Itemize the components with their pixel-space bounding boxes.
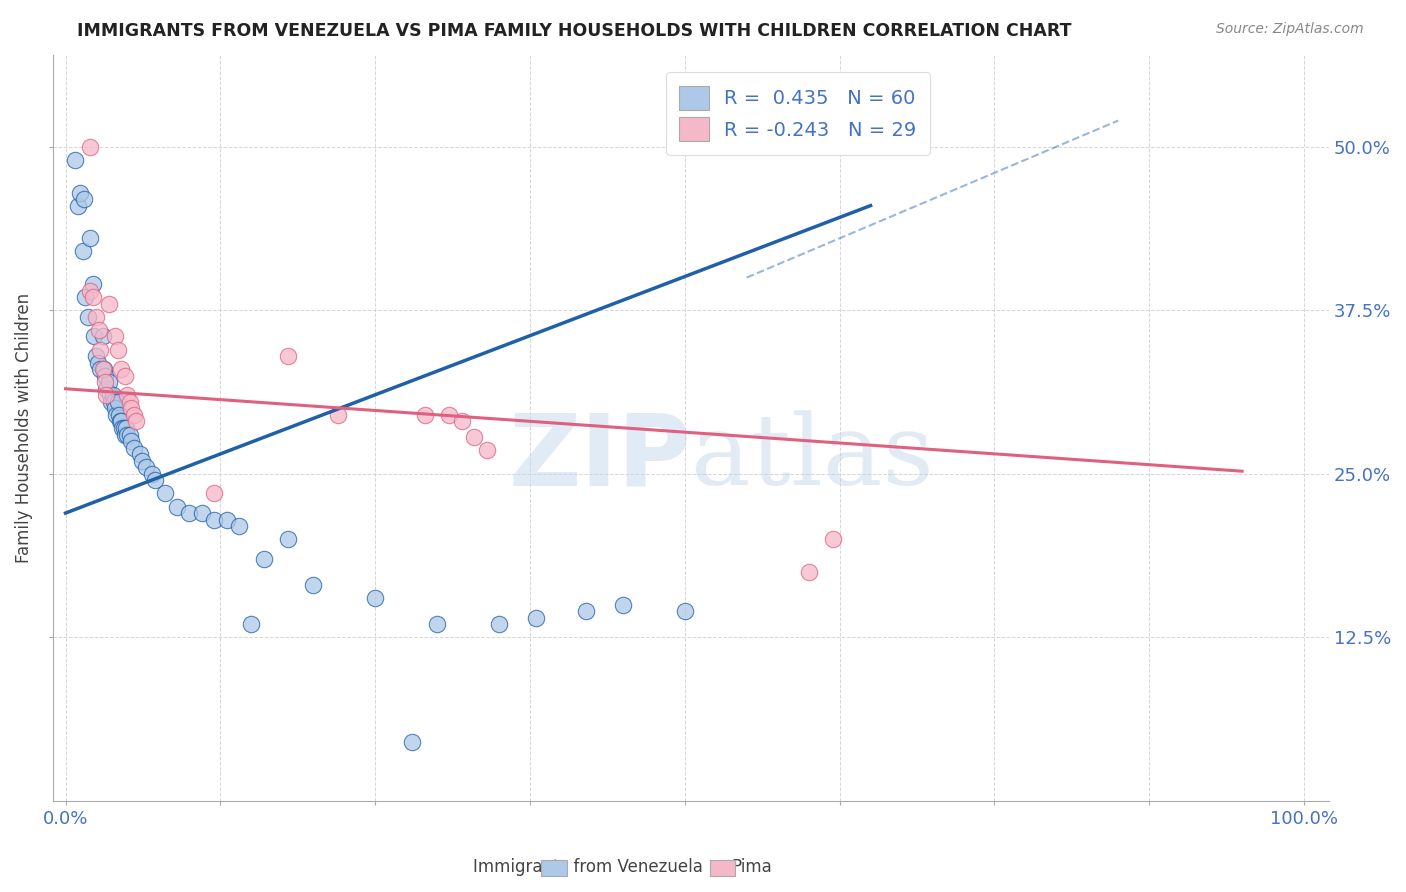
Point bbox=[91, 329, 114, 343]
Point bbox=[141, 467, 163, 481]
Legend: R =  0.435   N = 60, R = -0.243   N = 29: R = 0.435 N = 60, R = -0.243 N = 29 bbox=[666, 72, 929, 155]
Point bbox=[131, 454, 153, 468]
Point bbox=[240, 617, 263, 632]
Point bbox=[87, 323, 110, 337]
Point bbox=[104, 329, 127, 343]
Point bbox=[79, 231, 101, 245]
Y-axis label: Family Households with Children: Family Households with Children bbox=[15, 293, 32, 563]
Point bbox=[87, 356, 110, 370]
Point bbox=[107, 395, 129, 409]
Point bbox=[463, 430, 485, 444]
Point bbox=[115, 421, 138, 435]
Point bbox=[401, 735, 423, 749]
Point bbox=[120, 434, 142, 449]
Point bbox=[111, 421, 134, 435]
Point bbox=[108, 415, 131, 429]
Point bbox=[72, 244, 94, 259]
Point bbox=[125, 415, 148, 429]
Point bbox=[426, 617, 449, 632]
Point bbox=[128, 447, 150, 461]
Point bbox=[277, 533, 299, 547]
Point bbox=[104, 401, 127, 416]
Text: IMMIGRANTS FROM VENEZUELA VS PIMA FAMILY HOUSEHOLDS WITH CHILDREN CORRELATION CH: IMMIGRANTS FROM VENEZUELA VS PIMA FAMILY… bbox=[77, 22, 1071, 40]
Point bbox=[302, 578, 325, 592]
Text: atlas: atlas bbox=[690, 410, 934, 506]
Point bbox=[107, 408, 129, 422]
Point bbox=[75, 290, 97, 304]
Point bbox=[364, 591, 387, 606]
Point bbox=[101, 388, 124, 402]
Point bbox=[98, 388, 121, 402]
Point bbox=[122, 408, 145, 422]
Point bbox=[488, 617, 510, 632]
Point bbox=[91, 362, 114, 376]
Point bbox=[179, 506, 201, 520]
Point bbox=[114, 368, 136, 383]
Point bbox=[76, 310, 98, 324]
Point bbox=[86, 310, 108, 324]
Point bbox=[66, 198, 89, 212]
Text: ZIP: ZIP bbox=[508, 409, 690, 507]
Point bbox=[475, 443, 498, 458]
Text: Pima: Pima bbox=[731, 858, 772, 876]
Point bbox=[190, 506, 212, 520]
Point bbox=[69, 186, 91, 200]
Point bbox=[93, 362, 115, 376]
Text: Source: ZipAtlas.com: Source: ZipAtlas.com bbox=[1216, 22, 1364, 37]
Point bbox=[326, 408, 349, 422]
Point bbox=[575, 604, 598, 618]
Point bbox=[120, 401, 142, 416]
Point bbox=[122, 441, 145, 455]
Point bbox=[105, 408, 128, 422]
Point bbox=[228, 519, 250, 533]
Point bbox=[79, 284, 101, 298]
Point bbox=[100, 395, 122, 409]
Text: Immigrants from Venezuela: Immigrants from Venezuela bbox=[474, 858, 703, 876]
Point bbox=[103, 395, 125, 409]
Point bbox=[117, 427, 139, 442]
Point bbox=[215, 513, 238, 527]
Point bbox=[673, 604, 696, 618]
Point bbox=[96, 388, 118, 402]
Point bbox=[94, 376, 117, 390]
Point bbox=[82, 290, 104, 304]
Point bbox=[524, 611, 547, 625]
Point bbox=[797, 565, 820, 579]
Point bbox=[118, 427, 141, 442]
Point bbox=[94, 368, 117, 383]
Point bbox=[96, 382, 118, 396]
Point bbox=[277, 349, 299, 363]
Point bbox=[89, 343, 111, 357]
Point bbox=[439, 408, 461, 422]
Point bbox=[65, 153, 87, 167]
Point bbox=[97, 376, 120, 390]
Point bbox=[135, 460, 157, 475]
Point bbox=[153, 486, 176, 500]
Point bbox=[413, 408, 436, 422]
Point bbox=[612, 598, 634, 612]
Point bbox=[83, 329, 105, 343]
Point bbox=[97, 297, 120, 311]
Point bbox=[79, 139, 101, 153]
Point bbox=[823, 533, 845, 547]
Point bbox=[73, 192, 96, 206]
Point bbox=[86, 349, 108, 363]
Point bbox=[112, 421, 135, 435]
Point bbox=[114, 427, 136, 442]
Point bbox=[202, 486, 225, 500]
Point bbox=[89, 362, 111, 376]
Point bbox=[202, 513, 225, 527]
Point bbox=[450, 415, 472, 429]
Point bbox=[143, 474, 166, 488]
Point bbox=[110, 362, 132, 376]
Point bbox=[117, 388, 139, 402]
Point bbox=[253, 552, 276, 566]
Point bbox=[110, 415, 132, 429]
Point bbox=[107, 343, 129, 357]
Point bbox=[166, 500, 188, 514]
Point bbox=[118, 395, 141, 409]
Point bbox=[82, 277, 104, 292]
